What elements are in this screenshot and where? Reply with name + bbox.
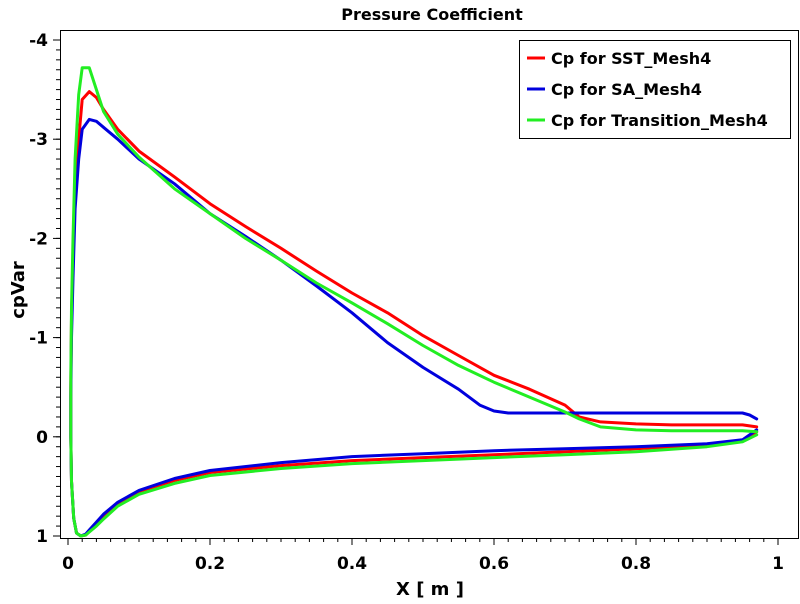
x-tick-label: 0.8 — [621, 554, 651, 574]
plot-frame — [60, 30, 799, 539]
series-line-2 — [69, 66, 759, 538]
series-line-0 — [69, 90, 759, 538]
y-tick-label: -2 — [29, 229, 48, 249]
x-tick-label: 1 — [772, 554, 784, 574]
y-tick-label: -3 — [29, 130, 48, 150]
legend-box — [519, 40, 791, 139]
x-tick-label: 0.4 — [337, 554, 367, 574]
x-axis-label: X [ m ] — [396, 579, 464, 600]
x-tick-label: 0.6 — [479, 554, 509, 574]
series-line-1 — [69, 117, 759, 538]
y-tick-label: -4 — [29, 31, 48, 51]
legend: Cp for SST_Mesh4 Cp for SA_Mesh4 Cp for … — [519, 40, 791, 139]
y-tick-label: 0 — [36, 428, 48, 448]
chart-title: Pressure Coefficient — [341, 5, 523, 24]
legend-label-transition: Cp for Transition_Mesh4 — [551, 111, 768, 130]
series-group — [69, 66, 759, 538]
x-axis: 0 0.2 0.4 0.6 0.8 1 — [62, 538, 784, 574]
legend-label-sst: Cp for SST_Mesh4 — [551, 49, 711, 68]
x-tick-label: 0.2 — [195, 554, 225, 574]
y-axis: -4 -3 -2 -1 0 1 — [29, 31, 60, 547]
y-tick-label: -1 — [29, 329, 48, 349]
legend-label-sa: Cp for SA_Mesh4 — [551, 80, 702, 99]
x-tick-label: 0 — [62, 554, 74, 574]
y-axis-label: cpVar — [8, 261, 29, 319]
y-tick-label: 1 — [36, 527, 48, 547]
